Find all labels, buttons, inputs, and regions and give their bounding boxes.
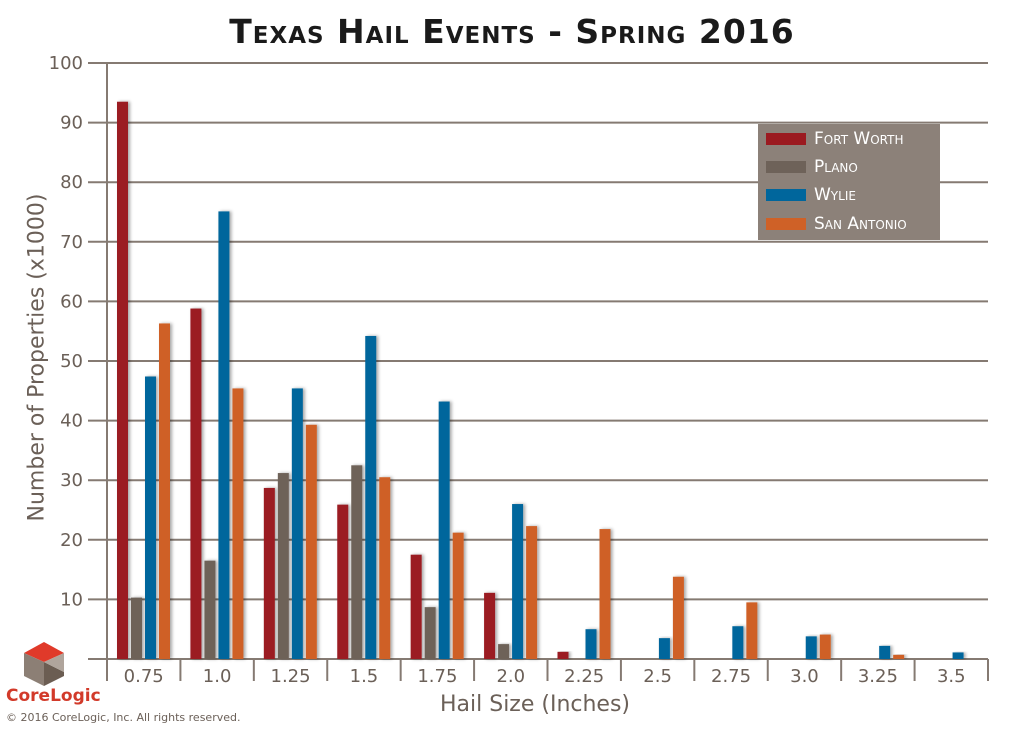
corelogic-logo-icon bbox=[24, 642, 64, 686]
bar-wylie bbox=[291, 388, 303, 659]
brand-name: CoreLogic bbox=[6, 686, 101, 706]
legend-item-san-antonio: San Antonio bbox=[766, 213, 907, 235]
legend-item-fort-worth: Fort Worth bbox=[766, 128, 904, 150]
x-tick-label: 3.25 bbox=[858, 666, 898, 687]
legend-swatch bbox=[766, 189, 806, 201]
y-tick-label: 80 bbox=[60, 172, 83, 193]
bar-fort-worth bbox=[117, 101, 128, 660]
y-tick-label: 70 bbox=[60, 232, 83, 253]
bar-san-antonio bbox=[746, 602, 758, 659]
y-tick-label: 10 bbox=[60, 589, 83, 610]
legend-swatch bbox=[766, 161, 806, 173]
legend-label: Wylie bbox=[814, 185, 856, 205]
x-tick-label: 1.0 bbox=[203, 666, 232, 687]
y-tick-label: 60 bbox=[60, 291, 83, 312]
y-tick-label: 50 bbox=[60, 351, 83, 372]
legend-label: Fort Worth bbox=[814, 129, 904, 149]
bar-wylie bbox=[658, 638, 670, 659]
bar-san-antonio bbox=[379, 477, 391, 659]
bar-wylie bbox=[145, 376, 156, 659]
bar-wylie bbox=[218, 211, 230, 660]
x-tick-label: 2.5 bbox=[643, 666, 672, 687]
bar-plano bbox=[277, 473, 289, 659]
legend-item-wylie: Wylie bbox=[766, 184, 856, 206]
bar-wylie bbox=[952, 652, 964, 659]
y-tick-label: 30 bbox=[60, 470, 83, 491]
x-tick-label: 3.5 bbox=[937, 666, 966, 687]
x-tick-label: 2.0 bbox=[496, 666, 525, 687]
bar-plano bbox=[204, 560, 216, 659]
x-tick-label: 0.75 bbox=[124, 666, 164, 687]
bar-san-antonio bbox=[893, 654, 905, 659]
x-tick-label: 2.25 bbox=[564, 666, 604, 687]
y-tick-label: 100 bbox=[49, 53, 83, 74]
x-tick-label: 3.0 bbox=[790, 666, 819, 687]
bar-fort-worth bbox=[337, 504, 349, 659]
x-axis-label: Hail Size (Inches) bbox=[439, 692, 631, 717]
bar-fort-worth bbox=[263, 487, 275, 659]
x-tick-label: 1.75 bbox=[417, 666, 457, 687]
legend-item-plano: Plano bbox=[766, 156, 858, 178]
bar-wylie bbox=[365, 335, 377, 659]
bar-wylie bbox=[805, 636, 817, 659]
bar-san-antonio bbox=[599, 529, 611, 659]
y-tick-label: 90 bbox=[60, 113, 83, 134]
bar-fort-worth bbox=[190, 308, 202, 659]
y-tick-label: 40 bbox=[60, 411, 83, 432]
bar-san-antonio bbox=[819, 634, 831, 659]
legend-swatch bbox=[766, 218, 806, 230]
legend-label: San Antonio bbox=[814, 214, 907, 234]
bar-plano bbox=[131, 597, 142, 659]
bar-fort-worth bbox=[410, 554, 422, 659]
x-tick-label: 2.75 bbox=[711, 666, 751, 687]
x-tick-label: 1.25 bbox=[271, 666, 311, 687]
bar-wylie bbox=[585, 629, 597, 659]
bar-san-antonio bbox=[672, 576, 684, 659]
bar-san-antonio bbox=[232, 388, 244, 659]
bar-fort-worth bbox=[557, 651, 569, 659]
bar-plano bbox=[498, 644, 510, 659]
copyright: © 2016 CoreLogic, Inc. All rights reserv… bbox=[6, 711, 241, 724]
legend: Fort Worth Plano Wylie San Antonio bbox=[758, 124, 940, 240]
chart-title: Texas Hail Events - Spring 2016 bbox=[229, 12, 795, 51]
bar-san-antonio bbox=[452, 532, 464, 659]
bar-plano bbox=[424, 607, 436, 659]
bar-san-antonio bbox=[526, 526, 538, 659]
bar-wylie bbox=[732, 626, 744, 659]
bar-san-antonio bbox=[159, 323, 170, 659]
bar-plano bbox=[351, 465, 363, 659]
legend-label: Plano bbox=[814, 157, 858, 177]
legend-swatch bbox=[766, 133, 806, 145]
y-tick-label: 20 bbox=[60, 530, 83, 551]
bar-wylie bbox=[879, 645, 891, 659]
bar-wylie bbox=[512, 504, 524, 659]
bar-wylie bbox=[438, 401, 450, 659]
x-tick-label: 1.5 bbox=[350, 666, 379, 687]
bar-san-antonio bbox=[305, 424, 317, 659]
bar-fort-worth bbox=[484, 592, 496, 659]
